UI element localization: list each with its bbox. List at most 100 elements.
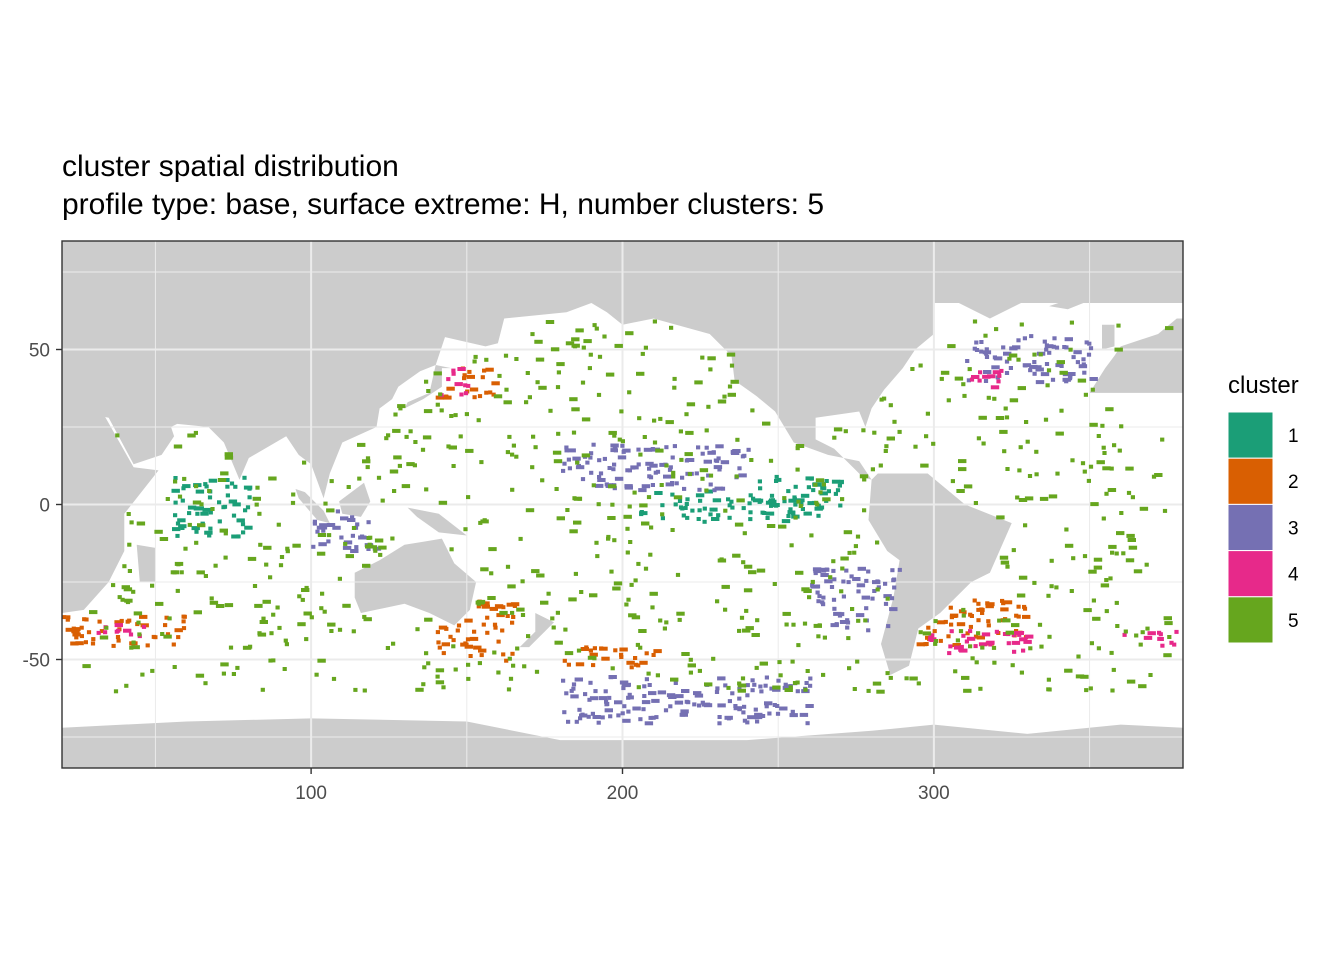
- cluster-5-cell: [320, 591, 325, 596]
- cluster-4-cell: [994, 629, 999, 634]
- cluster-5-cell: [113, 689, 119, 694]
- cluster-5-cell: [755, 618, 760, 623]
- cluster-1-cell: [232, 502, 241, 507]
- cluster-5-cell: [1119, 424, 1124, 429]
- cluster-3-cell: [972, 346, 977, 351]
- cluster-5-cell: [1138, 684, 1147, 689]
- cluster-1-cell: [177, 518, 186, 523]
- cluster-5-cell: [177, 494, 183, 499]
- cluster-5-cell: [556, 516, 565, 521]
- cluster-3-cell: [831, 568, 836, 573]
- cluster-2-cell: [139, 614, 148, 619]
- cluster-3-cell: [714, 486, 723, 491]
- cluster-5-cell: [451, 644, 456, 649]
- cluster-5-cell: [793, 515, 798, 520]
- cluster-5-cell: [488, 547, 497, 552]
- cluster-5-cell: [252, 584, 258, 588]
- cluster-3-cell: [343, 540, 353, 545]
- cluster-4-cell: [1002, 632, 1008, 636]
- cluster-5-cell: [963, 484, 973, 489]
- cluster-3-cell: [620, 711, 625, 716]
- cluster-2-cell: [493, 625, 498, 630]
- cluster-3-cell: [650, 483, 655, 487]
- cluster-4-cell: [1011, 640, 1021, 645]
- cluster-5-cell: [608, 484, 617, 489]
- cluster-5-cell: [655, 448, 664, 453]
- cluster-5-cell: [870, 467, 875, 472]
- cluster-1-cell: [788, 498, 797, 503]
- cluster-3-cell: [866, 569, 871, 574]
- legend-label-4: 4: [1288, 565, 1299, 586]
- cluster-3-cell: [704, 445, 709, 450]
- cluster-5-cell: [996, 515, 1005, 520]
- cluster-2-cell: [444, 626, 449, 631]
- cluster-5-cell: [815, 478, 825, 483]
- cluster-1-cell: [712, 498, 722, 503]
- cluster-2-cell: [601, 656, 610, 661]
- chart-subtitle: profile type: base, surface extreme: H, …: [62, 188, 824, 221]
- cluster-2-cell: [484, 390, 489, 395]
- cluster-3-cell: [1045, 344, 1054, 349]
- cluster-1-cell: [713, 507, 718, 512]
- cluster-5-cell: [1114, 551, 1119, 556]
- cluster-5-cell: [863, 618, 868, 623]
- cluster-5-cell: [1019, 670, 1024, 675]
- cluster-5-cell: [723, 508, 728, 513]
- cluster-5-cell: [918, 363, 923, 368]
- cluster-5-cell: [261, 616, 266, 621]
- cluster-5-cell: [1080, 461, 1086, 466]
- cluster-5-cell: [715, 599, 720, 604]
- cluster-3-cell: [883, 581, 888, 586]
- cluster-5-cell: [708, 473, 714, 478]
- cluster-5-cell: [1070, 458, 1075, 463]
- cluster-5-cell: [1049, 558, 1054, 563]
- cluster-3-cell: [1071, 355, 1076, 360]
- cluster-1-cell: [741, 506, 746, 511]
- cluster-3-cell: [821, 602, 826, 607]
- cluster-3-cell: [742, 704, 747, 709]
- cluster-3-cell: [574, 677, 583, 682]
- cluster-2-cell: [505, 614, 510, 618]
- cluster-1-cell: [229, 481, 235, 486]
- cluster-3-cell: [611, 467, 616, 472]
- cluster-5-cell: [291, 492, 296, 497]
- cluster-2-cell: [114, 620, 123, 625]
- cluster-3-cell: [1078, 364, 1088, 369]
- cluster-5-cell: [885, 671, 890, 676]
- cluster-5-cell: [506, 687, 512, 692]
- cluster-5-cell: [424, 617, 433, 622]
- cluster-3-cell: [738, 473, 747, 478]
- cluster-5-cell: [1011, 548, 1016, 553]
- legend-label-1: 1: [1288, 426, 1299, 447]
- cluster-4-cell: [973, 644, 978, 649]
- cluster-5-cell: [464, 412, 469, 417]
- cluster-5-cell: [672, 385, 677, 390]
- cluster-1-cell: [805, 476, 814, 481]
- cluster-5-cell: [235, 665, 240, 670]
- cluster-3-cell: [883, 601, 889, 606]
- cluster-5-cell: [602, 334, 607, 339]
- cluster-5-cell: [564, 651, 574, 656]
- cluster-5-cell: [482, 518, 487, 523]
- cluster-3-cell: [350, 533, 355, 538]
- cluster-1-cell: [758, 486, 763, 491]
- cluster-1-cell: [175, 533, 180, 538]
- cluster-2-cell: [464, 618, 473, 623]
- cluster-5-cell: [677, 617, 682, 622]
- cluster-5-cell: [575, 460, 580, 465]
- cluster-1-cell: [654, 491, 663, 495]
- cluster-3-cell: [641, 484, 651, 489]
- cluster-1-cell: [811, 488, 816, 493]
- cluster-5-cell: [686, 402, 696, 407]
- cluster-3-cell: [892, 585, 897, 590]
- cluster-5-cell: [994, 327, 999, 332]
- cluster-5-cell: [958, 467, 967, 472]
- cluster-4-cell: [992, 370, 1002, 375]
- cluster-3-cell: [1004, 371, 1010, 375]
- cluster-5-cell: [329, 479, 334, 484]
- cluster-5-cell: [538, 385, 547, 390]
- cluster-5-cell: [627, 504, 632, 509]
- cluster-4-cell: [1006, 641, 1011, 646]
- cluster-3-cell: [622, 718, 631, 723]
- cluster-3-cell: [562, 461, 567, 466]
